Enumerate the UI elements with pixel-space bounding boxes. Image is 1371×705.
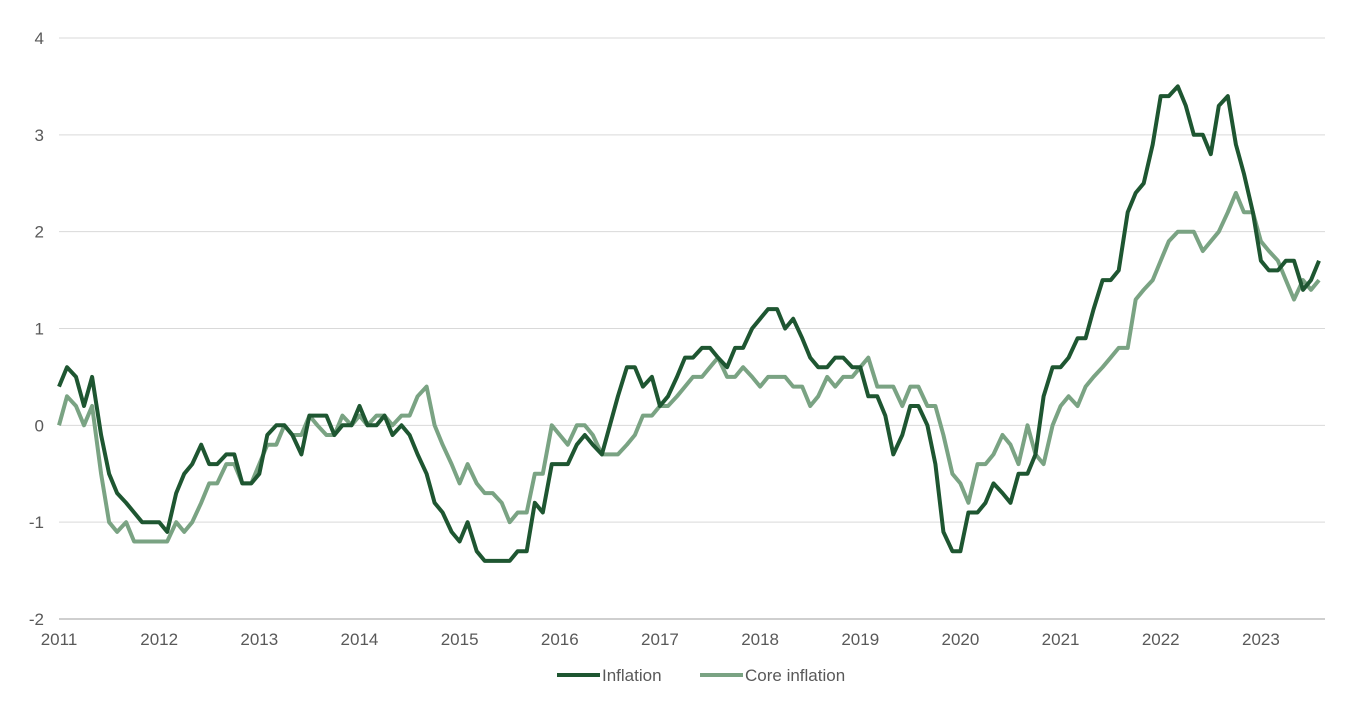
- x-tick-label: 2020: [942, 630, 980, 649]
- x-tick-label: 2019: [841, 630, 879, 649]
- y-tick-label: 3: [35, 126, 44, 145]
- series-lines: [57, 84, 1321, 563]
- legend-label-core-inflation: Core inflation: [745, 666, 845, 685]
- x-tick-label: 2021: [1042, 630, 1080, 649]
- x-tick-label: 2014: [341, 630, 379, 649]
- x-tick-label: 2011: [41, 630, 78, 649]
- x-tick-label: 2023: [1242, 630, 1280, 649]
- x-tick-label: 2015: [441, 630, 479, 649]
- legend: Inflation Core inflation: [557, 666, 845, 685]
- y-tick-label: 1: [35, 320, 44, 339]
- y-tick-label: -1: [29, 513, 44, 532]
- series-line-core-inflation: [57, 190, 1321, 544]
- x-tick-label: 2016: [541, 630, 579, 649]
- y-tick-label: 2: [35, 223, 44, 242]
- x-tick-label: 2017: [641, 630, 679, 649]
- series-line-inflation: [57, 84, 1321, 563]
- y-tick-label: 4: [35, 29, 44, 48]
- y-axis-labels: -2 -1 0 1 2 3 4: [29, 29, 44, 629]
- y-tick-label: 0: [35, 416, 44, 435]
- gridlines: [59, 37, 1325, 620]
- x-tick-label: 2022: [1142, 630, 1180, 649]
- x-tick-label: 2018: [741, 630, 779, 649]
- y-tick-label: -2: [29, 610, 44, 629]
- legend-label-inflation: Inflation: [602, 666, 662, 685]
- x-axis-labels: 2011 2012 2013 2014 2015 2016 2017 2018 2019 2020…: [41, 630, 1280, 649]
- x-tick-label: 2012: [140, 630, 178, 649]
- x-tick-label: 2013: [240, 630, 278, 649]
